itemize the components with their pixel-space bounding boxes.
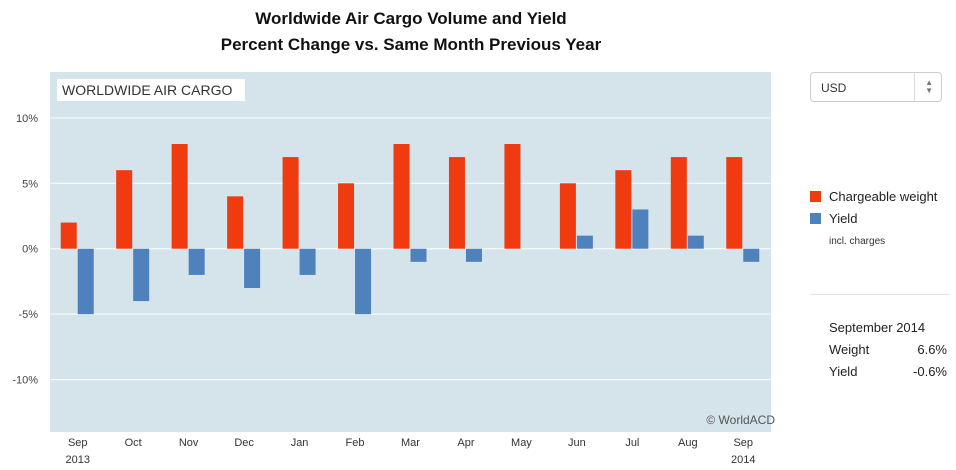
y-tick-label: 10% xyxy=(16,113,38,125)
select-arrows-icon: ▲ ▼ xyxy=(925,78,933,95)
bar-chargeable-weight xyxy=(282,157,299,249)
legend-swatch-weight xyxy=(810,191,821,202)
chart-svg: 10% 5% 0% -5% -10% Sep Oct Nov Dec Jan Feb Mar Apr Ma… xyxy=(12,72,775,466)
summary-row-yield: Yield -0.6% xyxy=(829,364,947,379)
y-tick-label: -10% xyxy=(12,375,38,387)
y-tick-label: 0% xyxy=(22,244,38,256)
x-tick-label: Nov xyxy=(179,437,199,449)
bar-yield xyxy=(576,235,593,249)
inner-label-box xyxy=(57,79,245,101)
x-tick-label: Oct xyxy=(125,437,142,449)
bar-yield xyxy=(77,248,94,315)
bar-yield xyxy=(133,248,150,302)
legend-item-yield[interactable]: Yield xyxy=(810,211,857,226)
bar-chargeable-weight xyxy=(670,157,687,249)
bar-yield xyxy=(299,248,316,275)
bar-chargeable-weight xyxy=(559,183,576,249)
bar-yield xyxy=(465,248,482,262)
y-tick-label: 5% xyxy=(22,178,38,190)
bar-yield xyxy=(743,248,760,262)
currency-select-value: USD xyxy=(821,81,847,95)
legend-note: incl. charges xyxy=(829,236,886,247)
currency-select[interactable]: USD ▲ ▼ xyxy=(810,72,942,102)
legend-swatch-yield xyxy=(810,213,821,224)
bar-chargeable-weight xyxy=(448,157,465,249)
bar-chargeable-weight xyxy=(227,196,244,249)
bar-chargeable-weight xyxy=(615,170,632,249)
bar-chargeable-weight xyxy=(60,222,77,249)
inner-label: WORLDWIDE AIR CARGO xyxy=(62,82,232,98)
x-tick-label: Sep xyxy=(733,437,753,449)
x-year-label: 2014 xyxy=(731,454,755,466)
x-tick-label: Jun xyxy=(568,437,586,449)
summary-yield-value: -0.6% xyxy=(913,364,947,379)
bar-yield xyxy=(410,248,427,262)
x-tick-label: Sep xyxy=(68,437,88,449)
summary-weight-value: 6.6% xyxy=(917,342,947,357)
x-tick-label: Jan xyxy=(291,437,309,449)
bar-yield xyxy=(687,235,704,249)
x-tick-label: Dec xyxy=(234,437,254,449)
x-tick-label: Mar xyxy=(401,437,420,449)
bar-yield xyxy=(244,248,261,288)
bar-chargeable-weight xyxy=(171,144,188,249)
legend-label-yield: Yield xyxy=(829,211,858,226)
summary-weight-label: Weight xyxy=(829,342,870,357)
x-tick-label: Feb xyxy=(346,437,365,449)
legend-item-chargeable-weight[interactable]: Chargeable weight xyxy=(810,189,937,204)
x-year-label: 2013 xyxy=(65,454,89,466)
summary-row-weight: Weight 6.6% xyxy=(829,342,947,357)
panel-divider xyxy=(810,294,950,295)
bar-chargeable-weight xyxy=(338,183,355,249)
bar-yield xyxy=(188,248,205,275)
bar-chargeable-weight xyxy=(504,144,521,249)
summary-title: September 2014 xyxy=(829,320,926,335)
legend-label-weight: Chargeable weight xyxy=(829,189,938,204)
x-tick-label: Apr xyxy=(457,437,474,449)
summary-yield-label: Yield xyxy=(829,364,858,379)
bar-chargeable-weight xyxy=(726,157,743,249)
bar-yield xyxy=(355,248,372,315)
x-tick-label: Aug xyxy=(678,437,698,449)
chart-title: Worldwide Air Cargo Volume and Yield xyxy=(255,9,567,28)
bar-yield xyxy=(632,209,649,249)
x-tick-label: May xyxy=(511,437,532,449)
bar-chargeable-weight xyxy=(116,170,133,249)
bar-chargeable-weight xyxy=(393,144,410,249)
chart-credit: © WorldACD xyxy=(706,413,775,427)
select-divider xyxy=(914,73,915,101)
x-tick-label: Jul xyxy=(625,437,639,449)
chart-subtitle: Percent Change vs. Same Month Previous Y… xyxy=(220,35,602,54)
y-tick-label: -5% xyxy=(18,309,38,321)
